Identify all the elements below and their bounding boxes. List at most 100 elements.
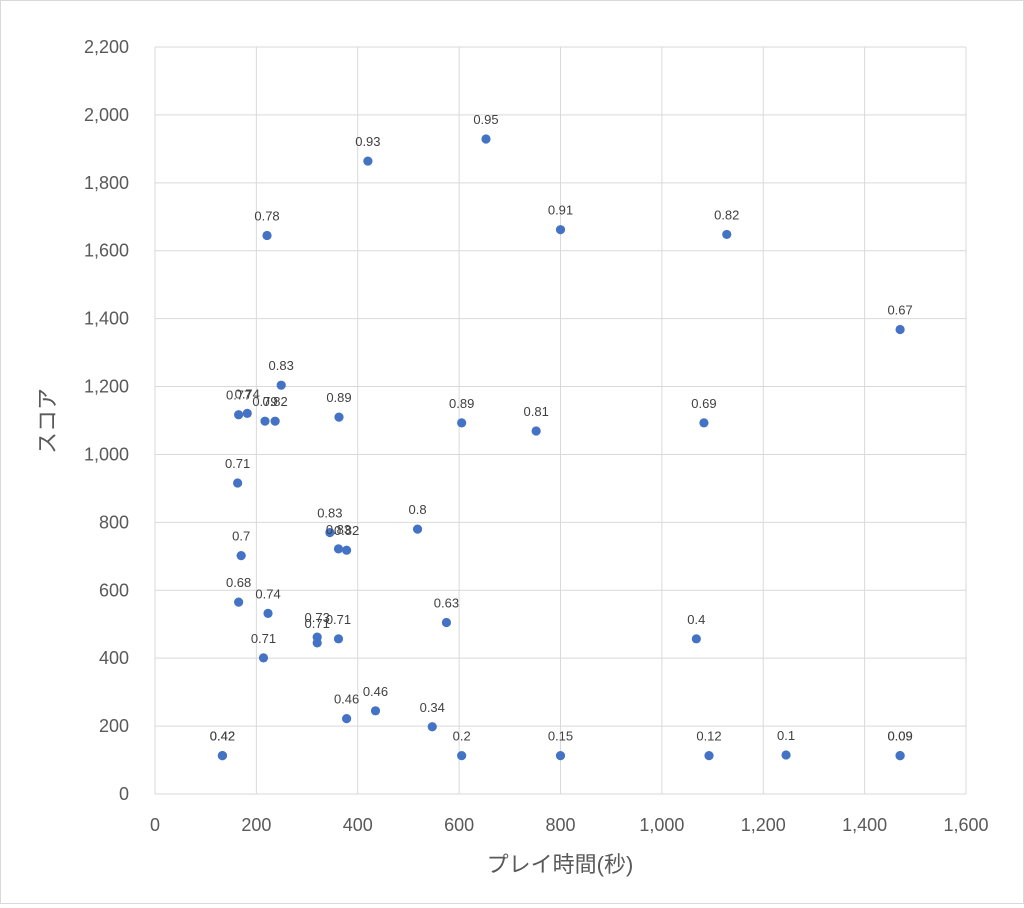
y-tick-label: 800 <box>99 512 129 532</box>
y-axis-tick-labels: 0 200 400 600 800 1,000 1,200 1,400 1,600 1,800 2,… <box>84 37 129 804</box>
y-tick-label: 0 <box>119 784 129 804</box>
data-label: 0.63 <box>434 596 459 611</box>
data-label: 0.7 <box>232 529 250 544</box>
y-tick-label: 1,400 <box>84 309 129 329</box>
data-label: 0.2 <box>453 729 471 744</box>
x-axis-title: プレイ時間(秒) <box>487 852 634 877</box>
data-label: 0.15 <box>548 729 573 744</box>
data-point <box>781 750 791 760</box>
data-label: 0.69 <box>691 396 716 411</box>
data-label: 0.95 <box>473 112 498 127</box>
data-label: 0.8 <box>409 502 427 517</box>
y-tick-label: 1,200 <box>84 377 129 397</box>
x-tick-label: 200 <box>241 815 271 835</box>
x-tick-label: 0 <box>150 815 160 835</box>
data-point <box>217 751 228 761</box>
data-point <box>370 706 381 716</box>
data-point <box>555 225 566 235</box>
x-tick-label: 600 <box>444 815 474 835</box>
data-label: 0.74 <box>255 586 280 601</box>
data-label: 0.82 <box>714 207 739 222</box>
data-label: 0.83 <box>326 522 351 537</box>
data-point <box>441 617 452 628</box>
data-point <box>341 545 352 555</box>
data-point <box>276 380 286 390</box>
data-label: 0.71 <box>225 456 250 471</box>
data-point <box>363 156 373 166</box>
data-label: 0.79 <box>252 394 277 409</box>
data-point <box>699 418 709 428</box>
data-point <box>722 229 732 240</box>
data-label: 0.89 <box>326 390 351 405</box>
data-label: 0.67 <box>887 303 912 318</box>
data-label: 0.4 <box>687 612 705 627</box>
y-tick-label: 1,000 <box>84 444 129 464</box>
data-label: 0.46 <box>363 684 388 699</box>
data-label: 0.09 <box>887 729 912 744</box>
x-tick-label: 1,600 <box>943 815 988 835</box>
data-point <box>704 751 714 761</box>
x-tick-label: 1,000 <box>639 815 684 835</box>
data-point <box>270 416 280 426</box>
data-label: 0.89 <box>449 396 474 411</box>
y-tick-label: 1,800 <box>84 173 129 193</box>
x-tick-label: 1,200 <box>741 815 786 835</box>
data-point <box>333 634 344 644</box>
data-point <box>312 638 322 648</box>
data-label: 0.83 <box>269 358 294 373</box>
data-label: 0.91 <box>548 203 573 218</box>
data-point <box>325 527 335 538</box>
grid <box>154 46 967 795</box>
y-tick-label: 2,200 <box>84 37 129 57</box>
data-labels: 0.420.420.710.680.770.70.740.710.790.780… <box>210 112 913 744</box>
x-tick-label: 400 <box>343 815 373 835</box>
data-label: 0.12 <box>696 729 721 744</box>
data-point <box>234 597 244 607</box>
x-tick-label: 1,400 <box>842 815 887 835</box>
data-point <box>691 634 701 644</box>
data-label: 0.34 <box>420 700 445 715</box>
data-label: 0.81 <box>524 404 549 419</box>
data-point <box>531 426 541 436</box>
y-tick-label: 2,000 <box>84 105 129 125</box>
data-points <box>217 134 905 761</box>
y-tick-label: 1,600 <box>84 241 129 261</box>
data-point <box>895 324 905 335</box>
data-point <box>412 524 423 534</box>
data-point <box>333 544 344 554</box>
data-label: 0.77 <box>226 388 251 403</box>
data-label: 0.82 <box>262 394 287 409</box>
data-label: 0.73 <box>305 610 330 625</box>
data-point <box>334 412 344 422</box>
data-point <box>481 134 491 144</box>
data-label: 0.78 <box>254 208 279 223</box>
data-label: 0.09 <box>887 729 912 744</box>
y-axis-title: スコア <box>35 388 60 454</box>
data-label: 0.82 <box>334 523 359 538</box>
data-point <box>341 714 352 724</box>
data-label: 0.68 <box>226 575 251 590</box>
data-label: 0.83 <box>317 506 342 521</box>
data-point <box>555 751 566 761</box>
data-label: 0.42 <box>210 729 235 744</box>
x-axis-tick-labels: 0 200 400 600 800 1,000 1,200 1,400 1,600 <box>150 815 989 835</box>
data-point <box>427 722 437 732</box>
data-label: 0.74 <box>235 386 260 401</box>
data-label: 0.93 <box>355 134 380 149</box>
data-label: 0.71 <box>251 631 276 646</box>
data-label: 0.42 <box>210 729 235 744</box>
data-point <box>895 751 905 761</box>
data-point <box>263 608 273 618</box>
data-label: 0.1 <box>777 728 795 743</box>
data-label: 0.71 <box>305 616 330 631</box>
data-point <box>242 408 252 418</box>
data-point <box>457 751 467 761</box>
data-point <box>457 418 467 428</box>
data-point <box>258 653 269 663</box>
data-point <box>236 551 246 561</box>
data-point <box>260 416 270 426</box>
data-point <box>233 478 243 488</box>
data-point <box>262 230 272 241</box>
